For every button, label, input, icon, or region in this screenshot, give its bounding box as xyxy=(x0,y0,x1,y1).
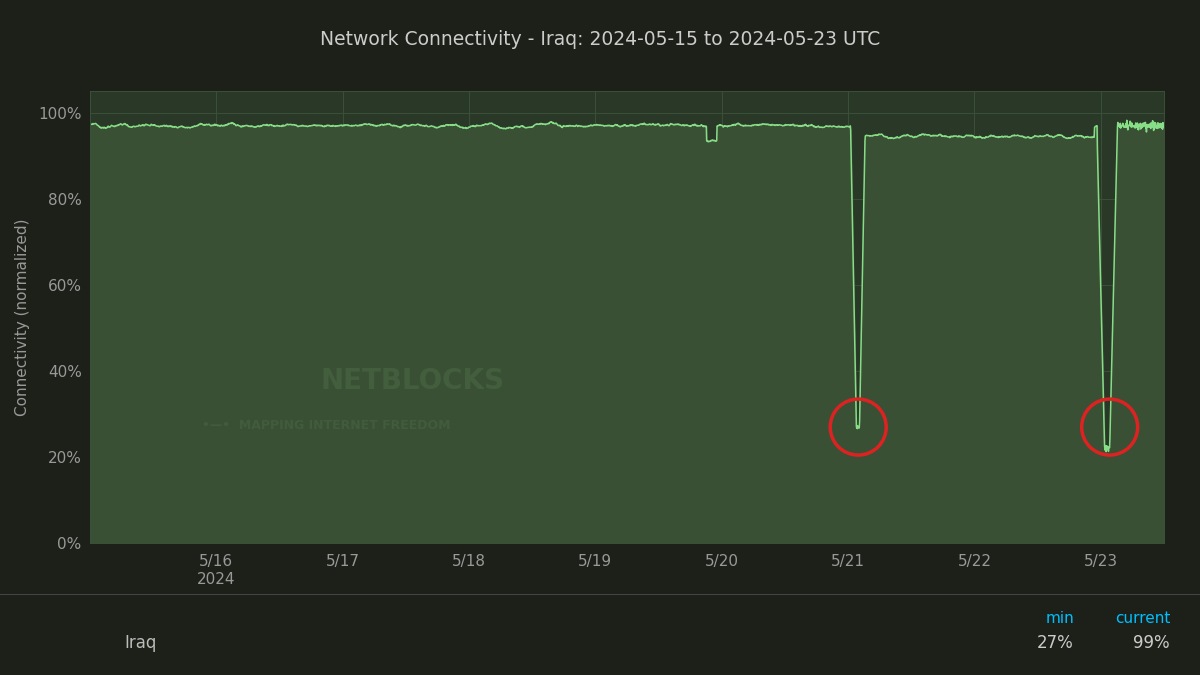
Text: 27%: 27% xyxy=(1037,634,1074,652)
Text: min: min xyxy=(1045,612,1074,626)
Text: Network Connectivity - Iraq: 2024-05-15 to 2024-05-23 UTC: Network Connectivity - Iraq: 2024-05-15 … xyxy=(320,30,880,49)
Text: •—•  MAPPING INTERNET FREEDOM: •—• MAPPING INTERNET FREEDOM xyxy=(202,419,450,432)
Text: current: current xyxy=(1115,612,1170,626)
Text: Iraq: Iraq xyxy=(125,634,157,652)
Text: NETBLOCKS: NETBLOCKS xyxy=(320,367,504,395)
Text: 99%: 99% xyxy=(1133,634,1170,652)
Y-axis label: Connectivity (normalized): Connectivity (normalized) xyxy=(14,219,30,416)
